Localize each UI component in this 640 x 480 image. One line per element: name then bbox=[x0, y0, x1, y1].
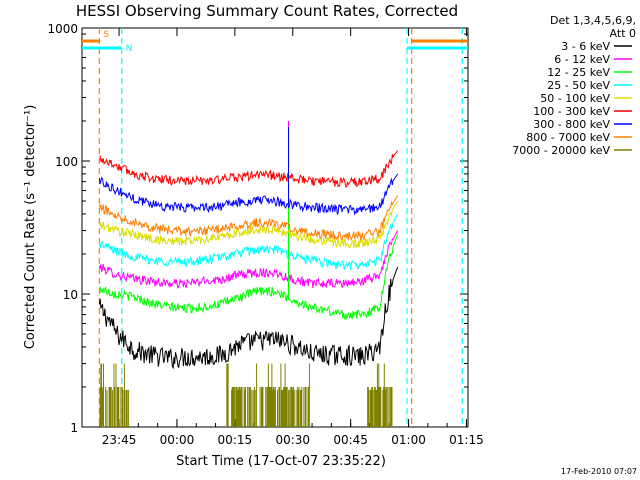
legend-label: 300 - 800 keV bbox=[533, 118, 610, 131]
series-line bbox=[99, 363, 393, 427]
series-line bbox=[98, 195, 399, 242]
series-line bbox=[98, 230, 399, 289]
markers: SN bbox=[82, 28, 468, 427]
y-tick-label: 10 bbox=[63, 288, 78, 302]
legend-label: 6 - 12 keV bbox=[554, 53, 610, 66]
legend-label: 3 - 6 keV bbox=[561, 40, 610, 53]
x-tick-label: 00:15 bbox=[218, 433, 253, 447]
legend-label: 12 - 25 keV bbox=[547, 66, 610, 79]
x-axis-label: Start Time (17-Oct-07 23:35:22) bbox=[176, 454, 386, 469]
x-tick-label: 00:45 bbox=[333, 433, 368, 447]
footer-timestamp: 17-Feb-2010 07:07 bbox=[561, 467, 637, 476]
legend-label: 100 - 300 keV bbox=[533, 105, 610, 118]
legend-header-line-1: Det 1,3,4,5,6,9, bbox=[550, 14, 636, 27]
series-line bbox=[98, 200, 399, 249]
legend-label: 25 - 50 keV bbox=[547, 79, 610, 92]
legend-header-line-2: Att 0 bbox=[610, 27, 636, 40]
series-line bbox=[98, 173, 399, 216]
x-tick-label: 23:45 bbox=[102, 433, 137, 447]
legend-label: 7000 - 20000 keV bbox=[512, 144, 610, 157]
series-line bbox=[98, 266, 399, 370]
x-tick-label: 00:00 bbox=[160, 433, 195, 447]
series-line bbox=[99, 150, 399, 188]
y-tick-label: 1000 bbox=[47, 22, 78, 36]
chart-title: HESSI Observing Summary Count Rates, Cor… bbox=[76, 2, 458, 20]
y-tick-label: 1 bbox=[70, 421, 78, 435]
y-axis: 1 10 100 1000 bbox=[47, 22, 468, 435]
x-axis: 23:45 00:00 00:15 00:30 00:45 01:00 01:15 bbox=[99, 28, 484, 447]
legend-label: 800 - 7000 keV bbox=[526, 131, 610, 144]
y-tick-label: 100 bbox=[55, 155, 78, 169]
x-tick-label: 01:00 bbox=[391, 433, 426, 447]
plot-frame bbox=[81, 27, 469, 428]
series-line bbox=[98, 213, 399, 270]
series-line bbox=[99, 234, 399, 321]
x-tick-label: 00:30 bbox=[275, 433, 310, 447]
y-axis-label: Corrected Count Rate (s⁻¹ detector⁻¹) bbox=[23, 105, 38, 350]
attenuator-label: S bbox=[103, 30, 109, 40]
x-tick-label: 01:15 bbox=[449, 433, 484, 447]
attenuator-label: N bbox=[126, 44, 133, 54]
legend-label: 50 - 100 keV bbox=[540, 92, 610, 105]
series-lines bbox=[98, 120, 399, 427]
